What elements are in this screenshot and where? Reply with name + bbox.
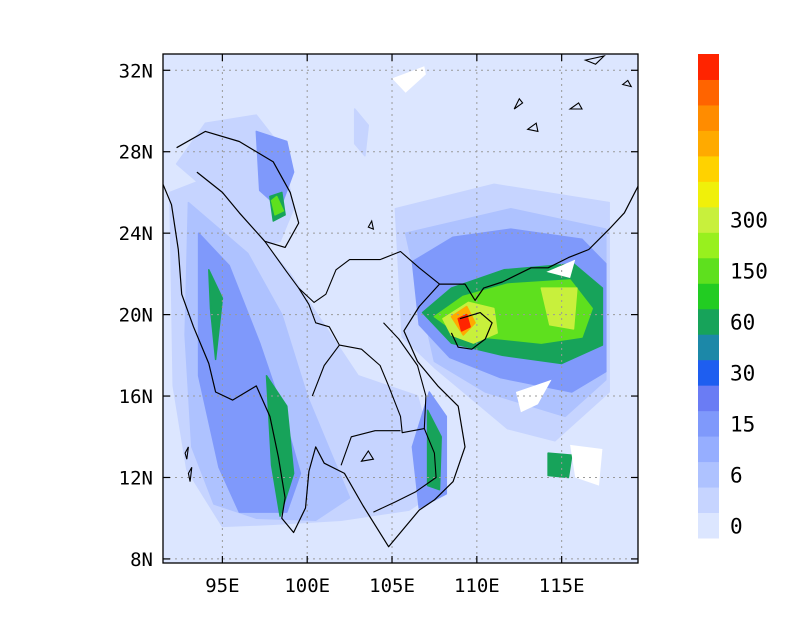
colorbar-swatch bbox=[698, 385, 719, 412]
colorbar-label: 15 bbox=[730, 412, 755, 436]
map-frame bbox=[162, 53, 639, 564]
contour-region bbox=[208, 269, 224, 361]
colorbar-swatch bbox=[698, 512, 719, 539]
y-tick-label: 16N bbox=[119, 386, 153, 408]
island-outline bbox=[568, 102, 583, 110]
colorbar-label: 150 bbox=[730, 260, 768, 284]
gridlines bbox=[163, 54, 638, 563]
x-tick-label: 100E bbox=[284, 575, 330, 597]
precipitation-field bbox=[163, 54, 638, 563]
coastline bbox=[163, 184, 638, 548]
colorbar-swatch bbox=[698, 359, 719, 386]
island-outline bbox=[583, 55, 606, 65]
island-outline bbox=[360, 449, 375, 462]
nodata-patches bbox=[392, 66, 603, 486]
colorbar-swatch bbox=[698, 104, 719, 131]
border-line bbox=[264, 240, 440, 303]
latitude-axis: 8N 12N 16N 20N 24N 28N 32N bbox=[119, 60, 638, 571]
island-outline bbox=[513, 97, 524, 110]
island-outline bbox=[184, 446, 189, 460]
colorbar-swatch bbox=[698, 206, 719, 233]
colorbar-swatch bbox=[698, 334, 719, 361]
border-line bbox=[383, 322, 427, 429]
nodata-region bbox=[515, 379, 552, 413]
y-tick-label: 24N bbox=[119, 223, 153, 245]
nodata-region bbox=[392, 66, 426, 93]
colorbar-swatch bbox=[698, 79, 719, 106]
plot-area bbox=[163, 54, 638, 563]
colorbar-swatch bbox=[698, 130, 719, 157]
island-outline bbox=[621, 79, 633, 88]
x-tick-label: 115E bbox=[539, 575, 585, 597]
island-outline bbox=[526, 122, 539, 133]
island-outline bbox=[367, 219, 375, 230]
nodata-region bbox=[546, 259, 576, 278]
colorbar-swatch bbox=[698, 410, 719, 437]
longitude-axis: 95E 100E 105E 110E 115E bbox=[205, 54, 585, 597]
y-tick-label: 28N bbox=[119, 142, 153, 164]
x-tick-label: 110E bbox=[454, 575, 500, 597]
contour-region bbox=[265, 374, 295, 517]
colorbar-label: 6 bbox=[730, 463, 743, 487]
colorbar-swatch bbox=[698, 283, 719, 310]
colorbar-swatch bbox=[698, 232, 719, 259]
x-tick-label: 95E bbox=[205, 575, 239, 597]
colorbar: 0 6 15 30 60 150 300 bbox=[698, 54, 768, 539]
country-borders bbox=[264, 240, 440, 513]
colorbar-swatch bbox=[698, 487, 719, 514]
colorbar-swatch bbox=[698, 461, 719, 488]
colorbar-label: 300 bbox=[730, 209, 768, 233]
y-tick-label: 32N bbox=[119, 60, 153, 82]
contour-region bbox=[547, 452, 573, 479]
coastlines bbox=[163, 55, 638, 548]
contour-region bbox=[353, 108, 370, 157]
contour-region bbox=[270, 195, 285, 216]
border-line bbox=[311, 344, 340, 397]
y-tick-label: 12N bbox=[119, 467, 153, 489]
contour-region bbox=[540, 287, 578, 330]
island-outline bbox=[187, 467, 193, 482]
colorbar-swatch bbox=[698, 181, 719, 208]
colorbar-swatch bbox=[698, 257, 719, 284]
colorbar-swatch bbox=[698, 308, 719, 335]
colorbar-label: 60 bbox=[730, 311, 755, 335]
y-tick-label: 20N bbox=[119, 305, 153, 327]
colorbar-swatch bbox=[698, 436, 719, 463]
border-line bbox=[298, 287, 437, 513]
nodata-region bbox=[570, 444, 603, 486]
y-tick-label: 8N bbox=[130, 549, 153, 571]
border-line bbox=[340, 430, 401, 466]
contour-region bbox=[426, 409, 442, 491]
colorbar-label: 30 bbox=[730, 361, 755, 385]
colorbar-label: 0 bbox=[730, 514, 743, 538]
contour-region bbox=[255, 130, 295, 210]
x-tick-label: 105E bbox=[369, 575, 415, 597]
coastline bbox=[176, 130, 300, 248]
colorbar-swatch bbox=[698, 155, 719, 182]
colorbar-swatch bbox=[698, 54, 719, 80]
coastline bbox=[450, 312, 493, 350]
